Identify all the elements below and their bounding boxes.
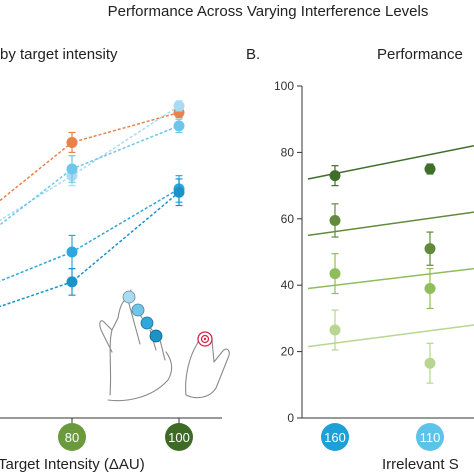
panel-b-y-tick-label-60: 60: [281, 212, 295, 226]
panel-a-title: by target intensity: [0, 46, 118, 63]
panel-b-y-tick-label-40: 40: [281, 278, 295, 292]
finger-marker-3: [140, 316, 154, 330]
panel-b-x-badge-160: 160: [321, 423, 349, 451]
panel-a-series-group: [0, 100, 185, 308]
panel-b-y-tick-label-20: 20: [281, 345, 295, 359]
panel-b-title: Performance: [377, 46, 463, 63]
panel-b: B. Performance 0 20 40 60 80 100 160 110 Irre…: [246, 46, 474, 473]
target-marker-inner: [200, 334, 210, 344]
panel-b-series-3-fit-line: [307, 324, 474, 348]
panel-b-series-group: [307, 145, 474, 384]
panel-b-series-2-point-0: [329, 268, 341, 280]
panel-a-x-tick-label-100: 100: [168, 430, 190, 445]
finger-marker-4: [149, 329, 163, 343]
panel-a-series-1-line: [0, 105, 180, 222]
panel-a-series-0-line: [0, 111, 180, 202]
panel-b-series-1-fit-line: [307, 211, 474, 237]
panel-a-x-badge-80: 80: [58, 423, 86, 451]
panel-b-x-tick-label-160: 160: [324, 430, 346, 445]
panel-b-y-ticks: 0 20 40 60 80 100: [274, 79, 302, 425]
panel-a-series-4-point-1: [66, 276, 78, 288]
panel-a-x-axis-label: Target Intensity (ΔAU): [0, 456, 145, 473]
badge-circle: [165, 423, 193, 451]
finger-marker-1: [122, 290, 136, 304]
panel-b-series-3-point-0: [329, 324, 341, 336]
panel-b-y-tick-label-100: 100: [274, 79, 294, 93]
figure-title: Performance Across Varying Interference …: [108, 3, 429, 20]
panel-b-x-badge-110: 110: [416, 423, 444, 451]
panel-a-series-4-line: [0, 191, 180, 308]
panel-b-y-tick-label-80: 80: [281, 145, 295, 159]
panel-a-series-3-point-1: [66, 246, 78, 258]
panel-b-letter: B.: [246, 46, 260, 63]
panel-a-series-4-point-2: [173, 186, 185, 198]
panel-b-series-2-point-1: [424, 283, 436, 295]
panel-a-series-2-point-2: [173, 120, 185, 132]
panel-a-series-1-point-2: [173, 100, 185, 112]
panel-a: by target intensity 80 100 Target Intens…: [0, 46, 230, 473]
badge-circle: [58, 423, 86, 451]
panel-b-x-tick-label-110: 110: [420, 430, 441, 445]
panel-b-series-1-point-0: [329, 214, 341, 226]
panel-b-series-2-fit-line: [307, 267, 474, 290]
target-marker-dot: [203, 337, 207, 341]
panel-a-series-2-point-1: [66, 163, 78, 175]
panel-b-y-tick-label-0: 0: [287, 411, 294, 425]
badge-circle: [416, 423, 444, 451]
panel-b-x-axis-label: Irrelevant S: [382, 456, 459, 473]
panel-a-x-badge-100: 100: [165, 423, 193, 451]
panel-a-x-tick-label-80: 80: [65, 430, 79, 445]
finger-marker-2: [131, 303, 145, 317]
panel-a-series-2-line: [0, 125, 180, 226]
hand-stimulation-icon: [99, 289, 230, 402]
panel-b-series-0-point-0: [329, 170, 341, 182]
panel-b-series-3-point-1: [424, 357, 436, 369]
panel-b-series-1-point-1: [424, 243, 436, 255]
panel-a-series-0-point-1: [66, 136, 78, 148]
badge-circle: [321, 423, 349, 451]
panel-b-series-0-point-1: [424, 163, 436, 175]
